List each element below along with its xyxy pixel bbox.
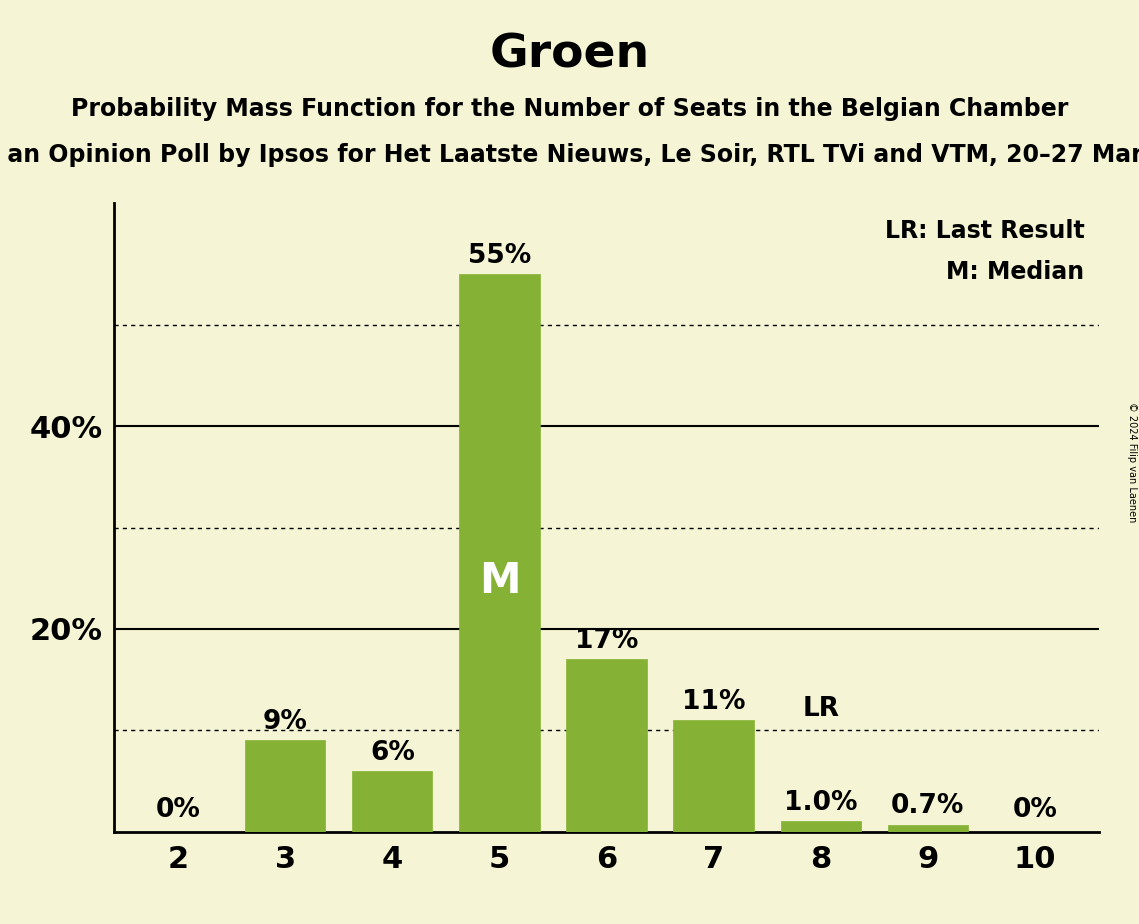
Text: 11%: 11% bbox=[682, 689, 745, 715]
Text: 9%: 9% bbox=[263, 710, 308, 736]
Text: Groen: Groen bbox=[490, 32, 649, 78]
Bar bbox=[780, 821, 861, 832]
Text: 17%: 17% bbox=[575, 628, 638, 654]
Text: 6%: 6% bbox=[370, 740, 415, 766]
Bar bbox=[459, 274, 540, 832]
Text: LR: Last Result: LR: Last Result bbox=[885, 219, 1084, 243]
Text: M: M bbox=[478, 560, 521, 602]
Text: 0%: 0% bbox=[1013, 797, 1057, 823]
Bar bbox=[566, 660, 647, 832]
Bar bbox=[887, 824, 968, 832]
Text: 0%: 0% bbox=[156, 797, 200, 823]
Text: LR: LR bbox=[802, 696, 839, 723]
Text: © 2024 Filip van Laenen: © 2024 Filip van Laenen bbox=[1126, 402, 1137, 522]
Bar bbox=[352, 771, 433, 832]
Text: on an Opinion Poll by Ipsos for Het Laatste Nieuws, Le Soir, RTL TVi and VTM, 20: on an Opinion Poll by Ipsos for Het Laat… bbox=[0, 143, 1139, 167]
Text: 55%: 55% bbox=[468, 243, 531, 269]
Bar bbox=[673, 720, 754, 832]
Text: Probability Mass Function for the Number of Seats in the Belgian Chamber: Probability Mass Function for the Number… bbox=[71, 97, 1068, 121]
Text: M: Median: M: Median bbox=[947, 260, 1084, 284]
Text: 0.7%: 0.7% bbox=[891, 794, 965, 820]
Bar bbox=[245, 740, 326, 832]
Text: 1.0%: 1.0% bbox=[784, 790, 858, 817]
